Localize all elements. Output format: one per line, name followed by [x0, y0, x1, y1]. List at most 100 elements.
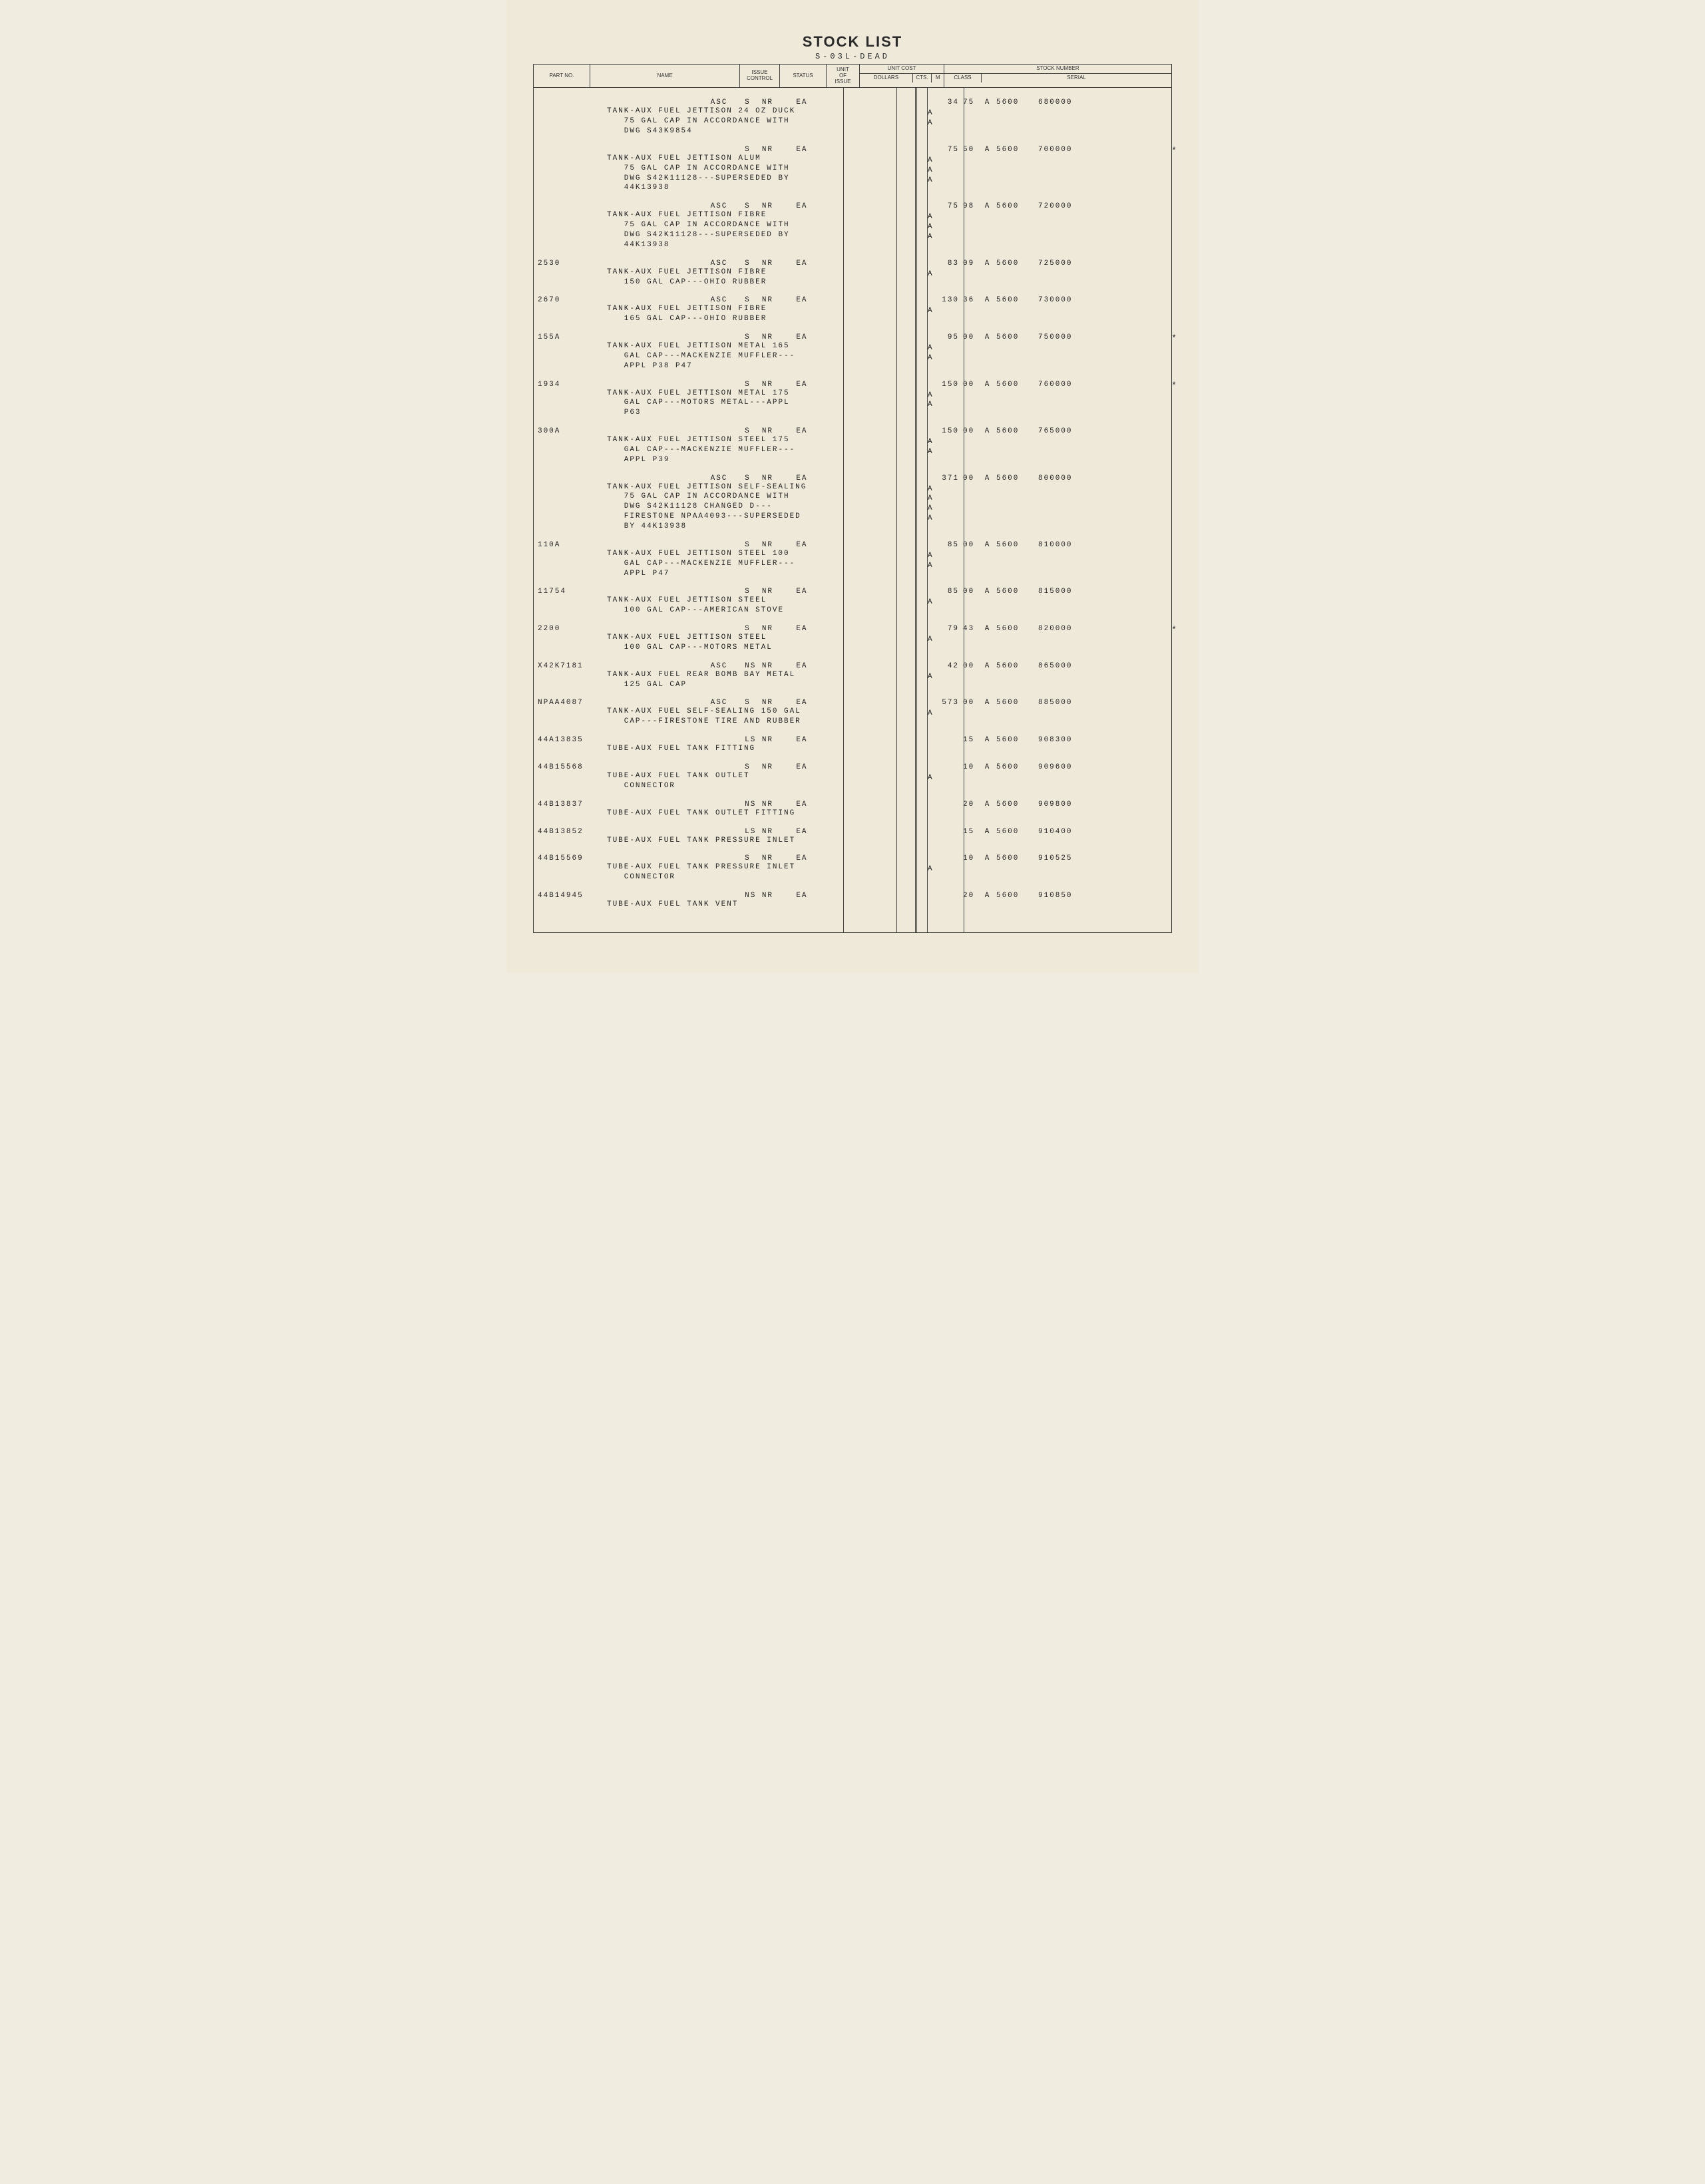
cell-cents: 00	[962, 427, 982, 435]
m-stack: AAA	[928, 156, 934, 186]
cell-cents: 15	[962, 828, 982, 836]
cell-dollars: 150	[906, 381, 962, 389]
m-stack: A	[928, 864, 934, 874]
cell-class: 5600	[994, 98, 1033, 106]
table-row: NPAA4087 ASC S NR EA57300A5600885000TANK…	[534, 699, 1171, 727]
cell-cents: 00	[962, 381, 982, 389]
cell-cents: 10	[962, 854, 982, 862]
cell-control-status-unit: ASC S NR EA	[596, 98, 906, 106]
page: 2 STOCK LIST S-03L-DEAD PART NO. NAME IS…	[506, 0, 1199, 973]
cell-control-status-unit: LS NR EA	[596, 736, 906, 744]
cell-cents: 20	[962, 892, 982, 900]
cell-serial: 820000	[1033, 625, 1171, 633]
cell-description: TANK-AUX FUEL JETTISON STEEL 100 GAL CAP…	[534, 596, 886, 616]
m-stack: A	[928, 709, 934, 719]
cell-m: A	[982, 202, 994, 210]
table-row: ASC S NR EA3475A5600680000TANK-AUX FUEL …	[534, 98, 1171, 136]
cell-serial: 909600	[1033, 763, 1171, 771]
table-row: 110A S NR EA8500A5600810000TANK-AUX FUEL…	[534, 541, 1171, 579]
cell-part-no: 44A13835	[534, 736, 596, 744]
cell-dollars: 95	[906, 333, 962, 341]
star-icon: *	[1171, 625, 1178, 635]
star-icon: *	[1171, 381, 1178, 391]
cell-part-no: 2530	[534, 260, 596, 268]
m-stack: AA	[928, 343, 934, 363]
cell-cents: 00	[962, 588, 982, 596]
cell-m: A	[982, 625, 994, 633]
cell-m: A	[982, 474, 994, 482]
m-stack: AA	[928, 551, 934, 571]
cell-m: A	[982, 260, 994, 268]
cell-description: TUBE-AUX FUEL TANK FITTING	[534, 744, 886, 754]
cell-m: A	[982, 588, 994, 596]
cell-class: 5600	[994, 260, 1033, 268]
cell-serial: 760000	[1033, 381, 1171, 389]
cell-serial: 725000	[1033, 260, 1171, 268]
cell-part-no: 44B13852	[534, 828, 596, 836]
header-row: PART NO. NAME ISSUE CONTROL STATUS UNIT …	[534, 65, 1171, 88]
cell-m: A	[982, 699, 994, 707]
hdr-stock-number-group: STOCK NUMBER CLASS SERIAL	[944, 65, 1171, 87]
cell-part-no: 110A	[534, 541, 596, 549]
hdr-issue-control: ISSUE CONTROL	[740, 65, 780, 87]
cell-m: A	[982, 801, 994, 809]
cell-control-status-unit: ASC S NR EA	[596, 699, 906, 707]
m-stack: A	[928, 635, 934, 645]
cell-description: TANK-AUX FUEL JETTISON STEEL 175 GAL CAP…	[534, 435, 886, 465]
cell-cents: 98	[962, 202, 982, 210]
cell-cents: 00	[962, 699, 982, 707]
cell-part-no: X42K7181	[534, 662, 596, 670]
cell-part-no: 2200	[534, 625, 596, 633]
cell-cents: 00	[962, 333, 982, 341]
table-row: X42K7181 ASC NS NR EA4200A5600865000TANK…	[534, 662, 1171, 690]
table-row: 11754 S NR EA8500A5600815000TANK-AUX FUE…	[534, 588, 1171, 616]
cell-control-status-unit: S NR EA	[596, 763, 906, 771]
m-stack: A	[928, 672, 934, 682]
hdr-class: CLASS	[944, 74, 982, 83]
hdr-unit-cost: UNIT COST	[860, 65, 944, 74]
cell-description: TANK-AUX FUEL JETTISON METAL 165 GAL CAP…	[534, 341, 886, 371]
table-frame: PART NO. NAME ISSUE CONTROL STATUS UNIT …	[533, 64, 1172, 933]
cell-dollars: 34	[906, 98, 962, 106]
hdr-serial: SERIAL	[982, 74, 1171, 83]
cell-control-status-unit: NS NR EA	[596, 892, 906, 900]
hdr-stock-number: STOCK NUMBER	[944, 65, 1171, 74]
cell-class: 5600	[994, 625, 1033, 633]
cell-dollars: 85	[906, 588, 962, 596]
hdr-unit-cost-group: UNIT COST DOLLARS CTS. M	[860, 65, 944, 87]
cell-control-status-unit: S NR EA	[596, 541, 906, 549]
cell-cents: 20	[962, 801, 982, 809]
hdr-dollars: DOLLARS	[860, 74, 913, 83]
cell-description: TUBE-AUX FUEL TANK VENT	[534, 900, 886, 910]
cell-description: TANK-AUX FUEL SELF-SEALING 150 GAL CAP--…	[534, 707, 886, 727]
cell-dollars: 150	[906, 427, 962, 435]
cell-serial: 865000	[1033, 662, 1171, 670]
cell-description: TANK-AUX FUEL JETTISON METAL 175 GAL CAP…	[534, 389, 886, 419]
cell-class: 5600	[994, 202, 1033, 210]
table-row: 44B15569 S NR EA10A5600910525TUBE-AUX FU…	[534, 854, 1171, 882]
cell-dollars: 130	[906, 296, 962, 304]
cell-description: TANK-AUX FUEL JETTISON 24 OZ DUCK 75 GAL…	[534, 106, 886, 136]
cell-cents: 50	[962, 146, 982, 154]
cell-cents: 00	[962, 541, 982, 549]
cell-serial: 720000	[1033, 202, 1171, 210]
cell-description: TUBE-AUX FUEL TANK OUTLET FITTING	[534, 809, 886, 819]
cell-m: A	[982, 541, 994, 549]
cell-description: TANK-AUX FUEL JETTISON STEEL 100 GAL CAP…	[534, 549, 886, 579]
cell-part-no: 11754	[534, 588, 596, 596]
m-stack: A	[928, 270, 934, 279]
hdr-part-no: PART NO.	[534, 65, 590, 87]
table-row: 2670 ASC S NR EA13036A5600730000TANK-AUX…	[534, 296, 1171, 324]
table-row: 155A S NR EA9500A5600750000TANK-AUX FUEL…	[534, 333, 1171, 371]
cell-class: 5600	[994, 588, 1033, 596]
cell-dollars: 42	[906, 662, 962, 670]
cell-m: A	[982, 98, 994, 106]
table-row: 2530 ASC S NR EA8309A5600725000TANK-AUX …	[534, 260, 1171, 287]
cell-m: A	[982, 381, 994, 389]
table-row: 44B13837 NS NR EA20A5600909800TUBE-AUX F…	[534, 801, 1171, 819]
cell-description: TUBE-AUX FUEL TANK PRESSURE INLET CONNEC…	[534, 862, 886, 882]
cell-part-no: 44B15569	[534, 854, 596, 862]
cell-control-status-unit: ASC S NR EA	[596, 202, 906, 210]
cell-description: TANK-AUX FUEL JETTISON FIBRE 75 GAL CAP …	[534, 210, 886, 250]
cell-class: 5600	[994, 333, 1033, 341]
